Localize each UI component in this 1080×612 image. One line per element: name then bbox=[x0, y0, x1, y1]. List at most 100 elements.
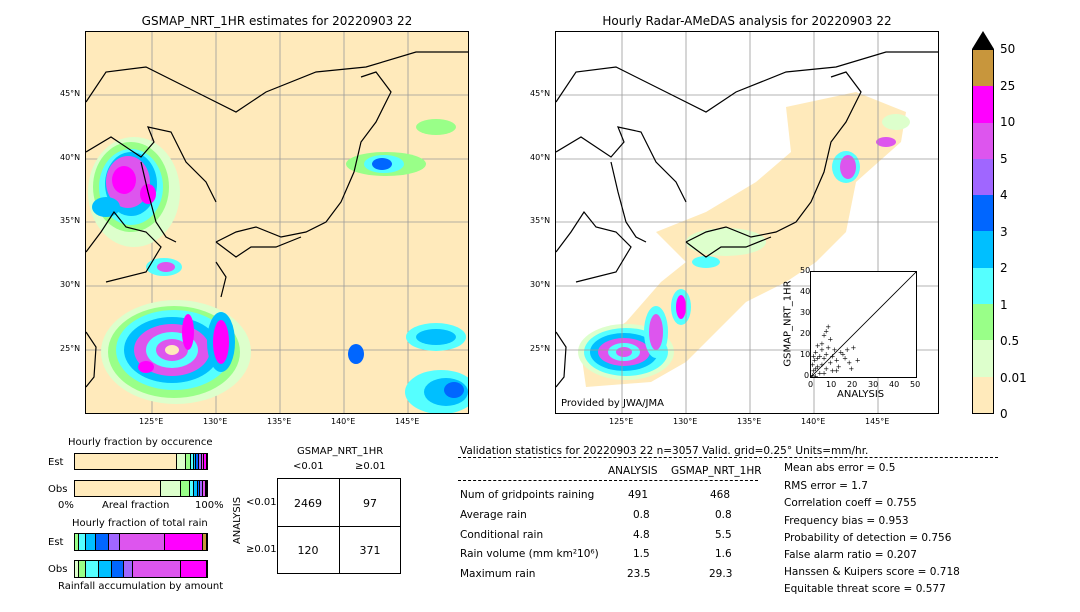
scatter-point: + bbox=[813, 365, 819, 373]
scatter-point: + bbox=[821, 332, 827, 340]
contingency-cell-c: 120 bbox=[297, 544, 319, 557]
bar-segment bbox=[191, 454, 194, 469]
scatter-point: + bbox=[813, 372, 819, 377]
fraction-occ-x-right: 100% bbox=[195, 500, 224, 511]
left-lat-label-35: 35°N bbox=[60, 216, 81, 225]
scatter-point: + bbox=[844, 346, 850, 354]
scatter-xtick-50: 50 bbox=[910, 380, 921, 389]
scatter-xtick-20: 20 bbox=[847, 380, 858, 389]
left-rain-korea bbox=[88, 137, 180, 247]
bar-segment bbox=[85, 561, 99, 577]
bar-segment bbox=[75, 454, 177, 469]
colorbar-segment bbox=[973, 195, 993, 232]
bar-segment bbox=[200, 481, 203, 496]
bar-segment bbox=[78, 561, 86, 577]
score-frequency-bias: Frequency bias = 0.953 bbox=[784, 515, 909, 527]
scatter-plot: + + + + + + + + + + + + + + + + + + + + + + + + + + + + + + + + + + + + + + + + bbox=[810, 271, 917, 380]
colorbar-segment bbox=[973, 376, 993, 413]
contingency-row1: <0.01 bbox=[246, 497, 277, 508]
scatter-point: + bbox=[855, 357, 861, 365]
scatter-point: + bbox=[832, 346, 838, 354]
colorbar-segment bbox=[973, 122, 993, 159]
data-credit: Provided by JWA/JMA bbox=[561, 398, 664, 409]
stats-header: Validation statistics for 20220903 22 n=… bbox=[460, 445, 869, 457]
bar-segment bbox=[75, 481, 161, 496]
scatter-points: ++++++++++++++++++++++++++++++++++++++++ bbox=[810, 323, 861, 380]
bar-segment bbox=[197, 481, 201, 496]
right-lon-label-135: 135°E bbox=[737, 417, 762, 426]
scatter-point: + bbox=[815, 355, 821, 363]
bar-segment bbox=[164, 534, 203, 550]
bar-segment bbox=[111, 561, 124, 577]
scatter-point: + bbox=[823, 327, 829, 335]
contingency-col2: ≥0.01 bbox=[355, 461, 386, 472]
scatter-point: + bbox=[819, 346, 825, 354]
right-map-title: Hourly Radar-AMeDAS analysis for 2022090… bbox=[602, 14, 892, 28]
colorbar-label-50: 50 bbox=[1000, 42, 1016, 56]
left-rain-east bbox=[348, 323, 468, 413]
scatter-point: + bbox=[821, 369, 827, 377]
stats-row-label-2: Conditional rain bbox=[460, 529, 544, 541]
scatter-point: + bbox=[838, 348, 844, 356]
scatter-point: + bbox=[830, 367, 836, 375]
scatter-xtick-30: 30 bbox=[868, 380, 879, 389]
bar-segment bbox=[176, 454, 186, 469]
scatter-ytick-50: 50 bbox=[800, 266, 811, 275]
left-lat-label-25: 25°N bbox=[60, 344, 81, 353]
colorbar-segment bbox=[973, 304, 993, 341]
scatter-diagonal bbox=[810, 271, 917, 378]
scatter-point: + bbox=[811, 367, 817, 375]
stats-row-analysis-2: 4.8 bbox=[633, 529, 650, 541]
fraction-rain-est-bar bbox=[74, 533, 208, 551]
right-lat-label-30: 30°N bbox=[530, 280, 551, 289]
colorbar-label-25: 25 bbox=[1000, 79, 1016, 93]
stats-row-gsmap-1: 0.8 bbox=[715, 509, 732, 521]
contingency-cell-b: 97 bbox=[363, 497, 377, 510]
scatter-point: + bbox=[819, 361, 825, 369]
scatter-point: + bbox=[836, 363, 842, 371]
stats-row-analysis-1: 0.8 bbox=[633, 509, 650, 521]
stats-header-rule bbox=[458, 457, 998, 458]
scatter-ytick-30: 30 bbox=[800, 308, 811, 317]
score-far: False alarm ratio = 0.207 bbox=[784, 549, 917, 561]
stats-row-gsmap-3: 1.6 bbox=[715, 548, 732, 560]
left-map-coastline bbox=[86, 51, 468, 388]
right-lat-label-45: 45°N bbox=[530, 89, 551, 98]
colorbar-label-2: 2 bbox=[1000, 261, 1008, 275]
fraction-rain-obs-bar bbox=[74, 560, 208, 578]
colorbar-label-0.5: 0.5 bbox=[1000, 334, 1020, 348]
scatter-point: + bbox=[842, 355, 848, 363]
fraction-occ-x-label: Areal fraction bbox=[102, 500, 170, 511]
scatter-ytick-20: 20 bbox=[800, 329, 811, 338]
bar-segment bbox=[205, 481, 207, 496]
stats-row-analysis-4: 23.5 bbox=[627, 568, 651, 580]
fraction-rain-obs-label: Obs bbox=[48, 564, 68, 575]
left-rain-typhoon bbox=[101, 300, 251, 404]
bar-segment bbox=[96, 534, 110, 550]
scatter-point: + bbox=[823, 350, 829, 358]
scatter-point: + bbox=[817, 353, 823, 361]
colorbar-segment bbox=[973, 50, 993, 87]
left-lon-label-140: 140°E bbox=[331, 417, 356, 426]
stats-row-label-4: Maximum rain bbox=[460, 568, 536, 580]
right-lon-label-140: 140°E bbox=[801, 417, 826, 426]
bar-segment bbox=[202, 481, 206, 496]
colorbar-label-1: 1 bbox=[1000, 298, 1008, 312]
scatter-point: + bbox=[821, 355, 827, 363]
contingency-grid bbox=[277, 478, 401, 574]
scatter-point: + bbox=[817, 369, 823, 377]
right-lon-label-125: 125°E bbox=[609, 417, 634, 426]
bar-segment bbox=[204, 454, 207, 469]
left-rain-japan-sea bbox=[346, 119, 456, 176]
left-lat-label-45: 45°N bbox=[60, 89, 81, 98]
scatter-point: + bbox=[815, 342, 821, 350]
right-map-coastline bbox=[556, 51, 938, 388]
bar-segment bbox=[85, 534, 97, 550]
colorbar-segment bbox=[973, 158, 993, 196]
bar-segment bbox=[109, 534, 120, 550]
contingency-cell-d: 371 bbox=[359, 544, 381, 557]
stats-row-label-0: Num of gridpoints raining bbox=[460, 489, 595, 501]
scatter-ytick-10: 10 bbox=[800, 350, 811, 359]
scatter-ytick-0: 0 bbox=[804, 371, 810, 380]
colorbar-extend-arrow bbox=[972, 31, 994, 49]
